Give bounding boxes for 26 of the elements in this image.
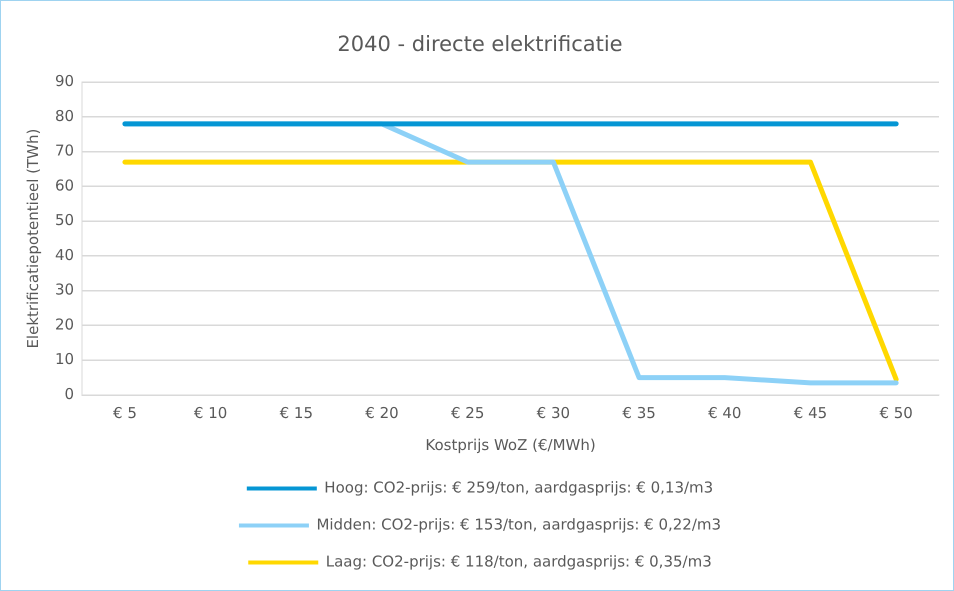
y-tick-label: 60 bbox=[54, 176, 74, 194]
x-tick-label: € 30 bbox=[536, 404, 570, 422]
legend-label: Laag: CO2-prijs: € 118/ton, aardgasprijs: € 0,35/m3 bbox=[326, 552, 712, 570]
y-tick-label: 20 bbox=[54, 315, 74, 334]
legend-label: Midden: CO2-prijs: € 153/ton, aardgasprijs: € 0,22/m3 bbox=[316, 515, 722, 534]
x-tick-label: € 25 bbox=[450, 404, 484, 422]
x-tick-label: € 20 bbox=[365, 404, 399, 422]
y-tick-label: 0 bbox=[64, 384, 74, 403]
y-tick-label: 90 bbox=[54, 72, 74, 90]
x-tick-label: € 35 bbox=[622, 404, 656, 422]
y-tick-label: 10 bbox=[54, 350, 74, 368]
x-tick-label: € 10 bbox=[194, 404, 228, 422]
x-tick-label: € 40 bbox=[708, 404, 742, 422]
y-tick-label: 30 bbox=[54, 280, 74, 299]
x-axis-title: Kostprijs WoZ (€/MWh) bbox=[425, 436, 596, 454]
x-tick-label: € 15 bbox=[280, 404, 314, 422]
y-axis-title: Elektrificatiepotentieel (TWh) bbox=[24, 128, 42, 349]
chart-title: 2040 - directe elektrificatie bbox=[337, 32, 623, 56]
y-tick-label: 50 bbox=[54, 211, 74, 230]
y-tick-label: 70 bbox=[54, 142, 74, 160]
legend-label: Hoog: CO2-prijs: € 259/ton, aardgasprijs: € 0,13/m3 bbox=[324, 478, 714, 496]
y-tick-label: 80 bbox=[54, 106, 74, 125]
x-tick-label: € 5 bbox=[113, 404, 137, 422]
x-tick-label: € 50 bbox=[879, 404, 913, 422]
x-tick-label: € 45 bbox=[794, 404, 828, 422]
y-tick-label: 40 bbox=[54, 246, 74, 264]
